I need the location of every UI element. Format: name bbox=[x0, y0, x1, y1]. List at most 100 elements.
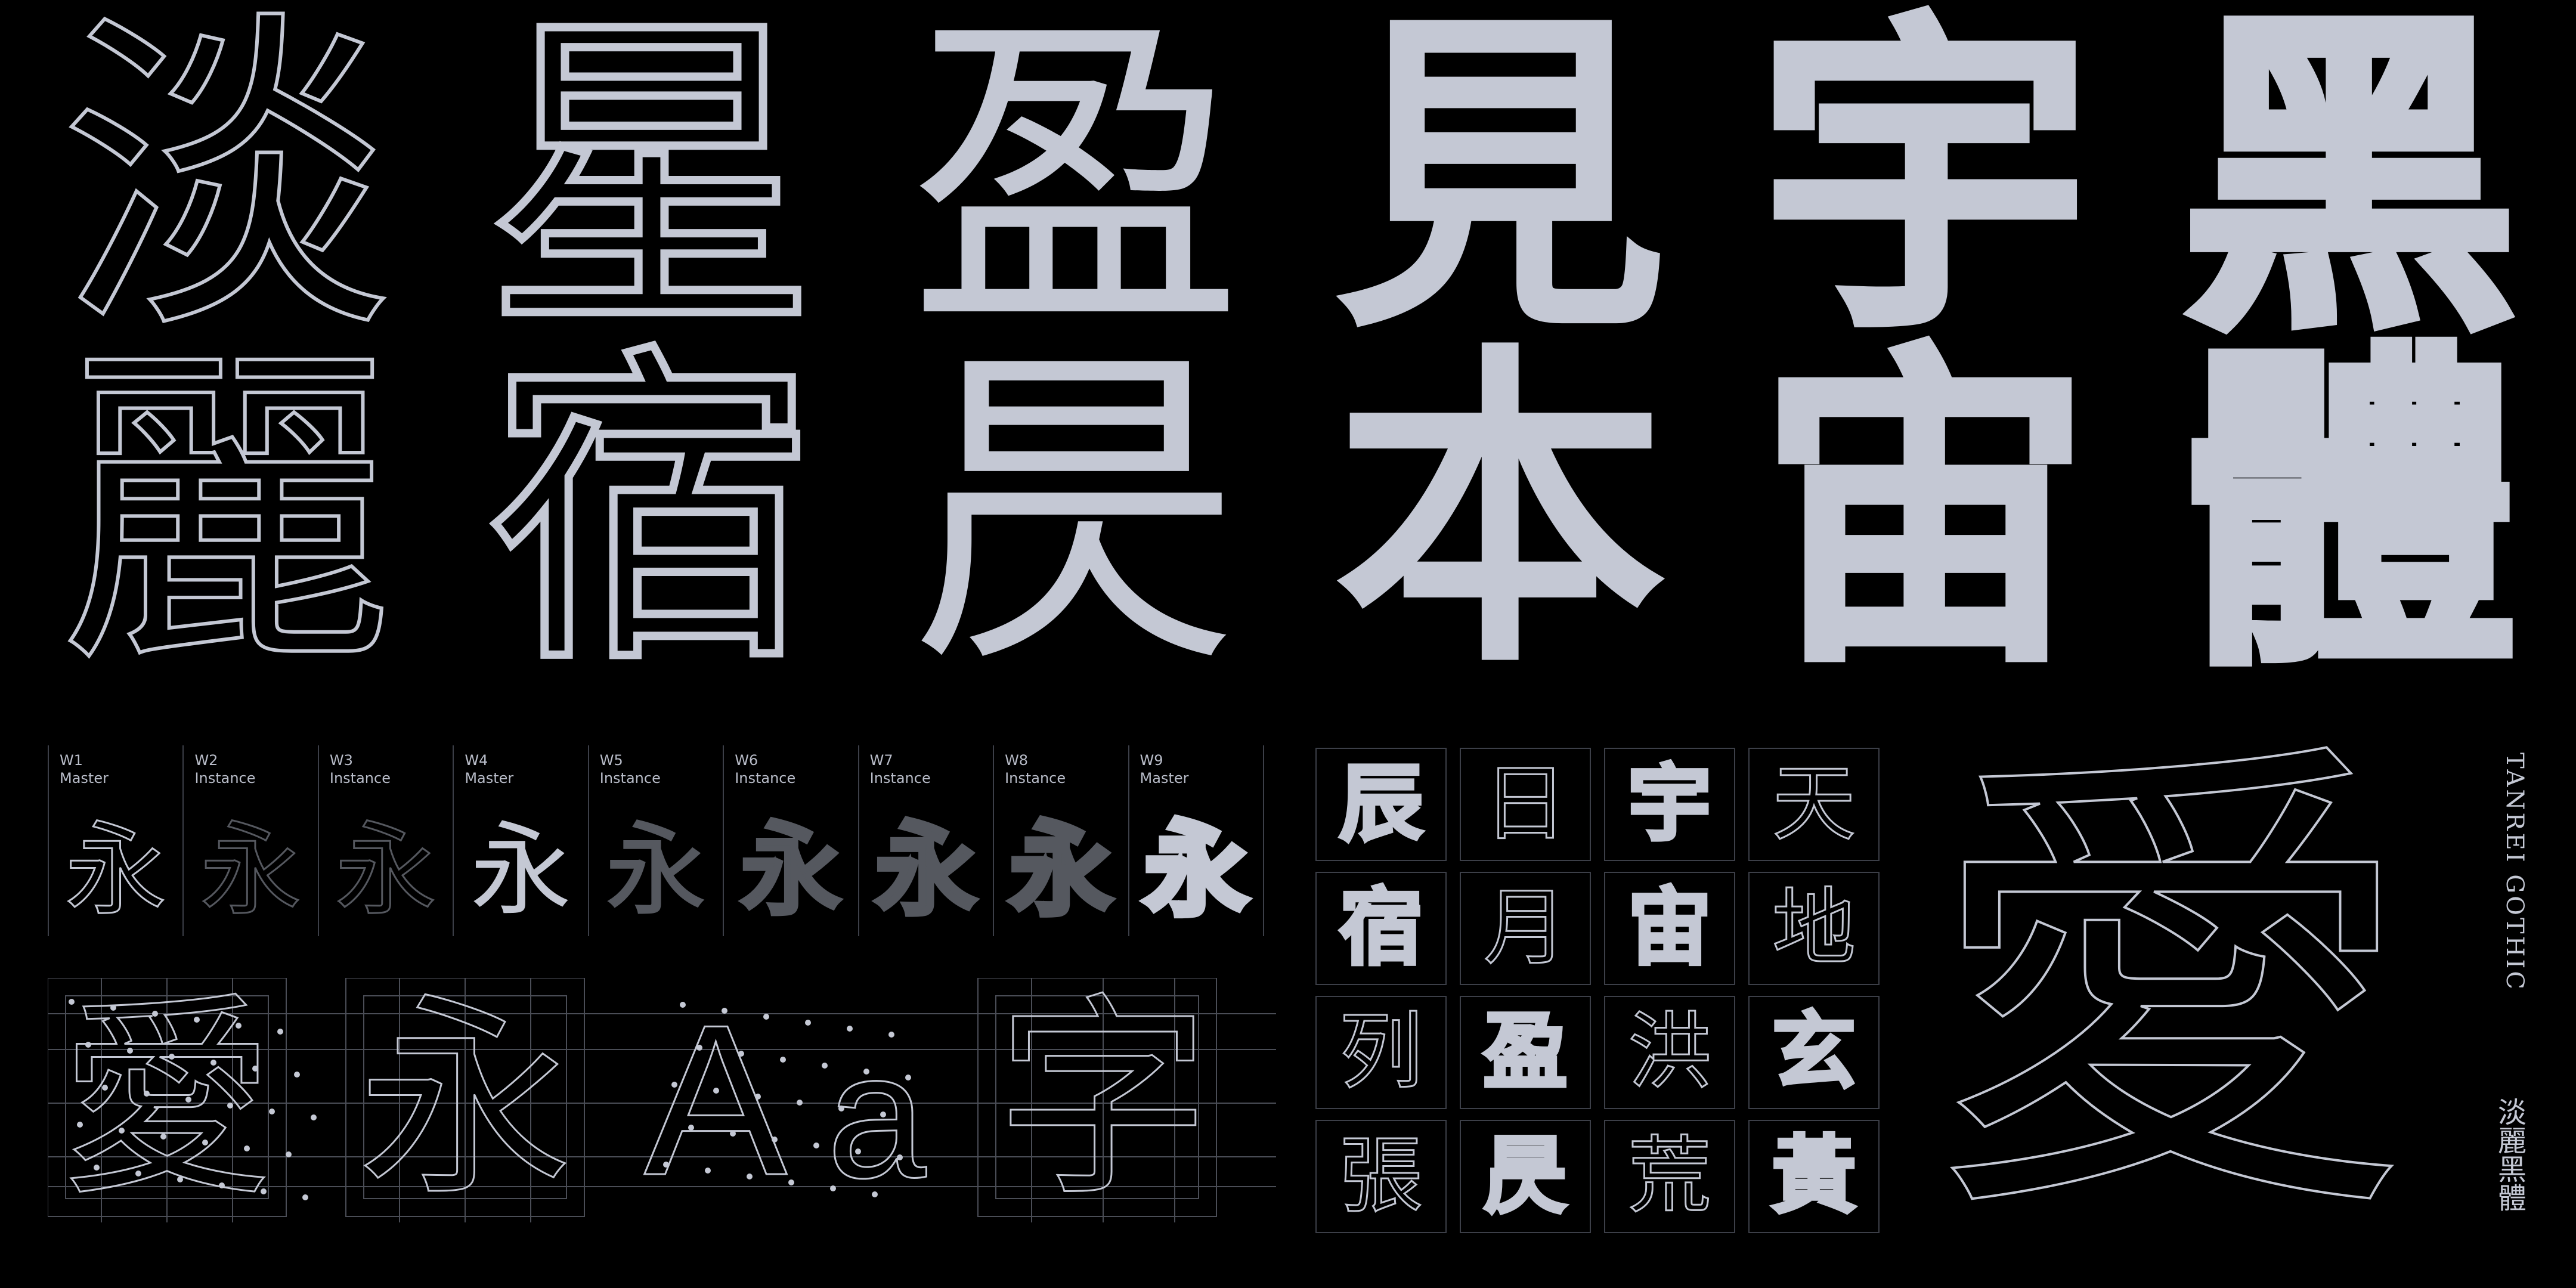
control-point bbox=[302, 1194, 308, 1200]
control-point bbox=[202, 1140, 208, 1145]
control-point bbox=[822, 1063, 828, 1069]
control-point bbox=[119, 1128, 125, 1134]
weight-sample-glyph: 永 bbox=[873, 809, 979, 932]
control-point bbox=[897, 1154, 903, 1160]
sample-glyph-cell: 宿 bbox=[1315, 872, 1447, 985]
control-point bbox=[144, 1091, 150, 1097]
weight-type: Master bbox=[1140, 770, 1189, 787]
control-point bbox=[177, 1176, 183, 1182]
control-point bbox=[905, 1075, 911, 1080]
control-point bbox=[888, 1032, 894, 1038]
weight-column: W7 Instance 永 bbox=[857, 745, 993, 936]
control-point bbox=[813, 1143, 819, 1148]
weight-sample-glyph: 永 bbox=[335, 811, 438, 931]
control-point bbox=[855, 1148, 861, 1154]
control-point bbox=[294, 1072, 300, 1078]
weight-sample-glyph: 永 bbox=[1007, 809, 1114, 933]
control-point bbox=[705, 1168, 711, 1174]
weight-label: W7 Instance bbox=[870, 751, 931, 787]
weight-label: W8 Instance bbox=[1005, 751, 1066, 787]
sample-glyph-cell: 列 bbox=[1315, 996, 1447, 1109]
control-point bbox=[671, 1082, 677, 1088]
weight-sample-glyph: 永 bbox=[739, 810, 843, 931]
weight-column: W1 Master 永 bbox=[48, 745, 182, 936]
weight-sample-glyph: 永 bbox=[1141, 808, 1250, 934]
sample-glyph-cell: 盈 bbox=[1460, 996, 1591, 1109]
control-point bbox=[830, 1185, 836, 1191]
em-box bbox=[977, 978, 1217, 1217]
weight-column: W4 Master 永 bbox=[453, 745, 587, 936]
weight-code: W9 bbox=[1140, 752, 1163, 769]
hero-glyph: 體 bbox=[2177, 318, 2522, 707]
construction-guides bbox=[48, 978, 1276, 1222]
control-point bbox=[85, 1042, 91, 1048]
control-point bbox=[102, 1085, 108, 1091]
weight-label: W1 Master bbox=[60, 751, 109, 787]
construction-strip: 愛 永 A a 字 bbox=[48, 975, 1276, 1225]
control-point bbox=[663, 1162, 669, 1168]
hero-glyph: 淡 bbox=[58, 0, 395, 373]
control-point bbox=[277, 1029, 283, 1035]
hero-glyph: 本 bbox=[1333, 318, 1667, 707]
control-point bbox=[772, 1137, 778, 1143]
construction-glyph: A bbox=[643, 980, 788, 1221]
weight-table: W1 Master 永 W2 Instance 永 W3 Instance 永 W4 Master 永… bbox=[48, 745, 1264, 936]
control-point bbox=[847, 1026, 853, 1032]
control-point bbox=[244, 1145, 250, 1151]
control-point bbox=[77, 1122, 83, 1128]
weight-code: W4 bbox=[465, 752, 488, 769]
weight-type: Instance bbox=[869, 770, 931, 787]
construction-glyph: 永 bbox=[357, 975, 574, 1225]
control-point bbox=[755, 1094, 761, 1100]
sample-glyph-cell: 宇 bbox=[1604, 748, 1735, 861]
sample-glyph-cell: 黃 bbox=[1748, 1120, 1880, 1233]
sample-glyph-cell: 昃 bbox=[1460, 1120, 1591, 1233]
weight-code: W7 bbox=[869, 752, 893, 769]
sample-glyph-cell: 月 bbox=[1460, 872, 1591, 985]
weight-type: Instance bbox=[599, 770, 661, 787]
hero-glyph: 宇 bbox=[1755, 0, 2095, 373]
control-point bbox=[680, 1002, 686, 1008]
control-point bbox=[160, 1134, 166, 1140]
weight-type: Instance bbox=[194, 770, 256, 787]
control-point bbox=[838, 1106, 844, 1111]
sample-glyph-grid: 辰日宇天宿月宙地列盈洪玄張昃荒黃 bbox=[1315, 748, 1880, 1233]
control-point bbox=[780, 1057, 786, 1063]
weight-type: Master bbox=[60, 770, 109, 787]
control-point bbox=[797, 1100, 803, 1106]
weight-sample-glyph: 永 bbox=[199, 811, 302, 931]
control-point bbox=[227, 1103, 233, 1109]
control-point bbox=[286, 1151, 292, 1157]
control-point bbox=[94, 1165, 100, 1171]
hero-glyph: 黑 bbox=[2177, 0, 2522, 373]
weight-type: Instance bbox=[329, 770, 391, 787]
weight-code: W8 bbox=[1005, 752, 1029, 769]
control-point bbox=[152, 1011, 158, 1017]
control-point bbox=[863, 1069, 869, 1075]
weight-label: W2 Instance bbox=[194, 751, 255, 787]
control-point bbox=[210, 1060, 216, 1066]
control-point bbox=[688, 1125, 694, 1131]
weight-column: W5 Instance 永 bbox=[587, 745, 723, 936]
hero-glyph: 宙 bbox=[1755, 318, 2095, 707]
weight-code: W5 bbox=[599, 752, 623, 769]
control-point bbox=[747, 1174, 753, 1179]
weight-column: W3 Instance 永 bbox=[317, 745, 453, 936]
weight-code: W2 bbox=[194, 752, 218, 769]
sample-glyph-cell: 荒 bbox=[1604, 1120, 1735, 1233]
control-point bbox=[69, 999, 75, 1005]
hero-glyph: 見 bbox=[1333, 0, 1667, 373]
control-point bbox=[169, 1054, 175, 1060]
control-point bbox=[805, 1020, 811, 1026]
brand-name: TANREI GOTHIC bbox=[2501, 753, 2528, 992]
weight-sample-glyph: 永 bbox=[64, 811, 168, 931]
weight-label: W4 Master bbox=[465, 751, 513, 787]
control-point bbox=[730, 1131, 736, 1137]
weight-label: W9 Master bbox=[1140, 751, 1189, 787]
hero-row-1: 淡 星 盈 見 宇 黑 bbox=[36, 0, 2540, 373]
control-point bbox=[219, 1182, 225, 1188]
sample-glyph-cell: 宙 bbox=[1604, 872, 1735, 985]
sample-glyph-cell: 天 bbox=[1748, 748, 1880, 861]
sample-glyph-cell: 洪 bbox=[1604, 996, 1735, 1109]
hero-glyph: 星 bbox=[480, 0, 822, 373]
